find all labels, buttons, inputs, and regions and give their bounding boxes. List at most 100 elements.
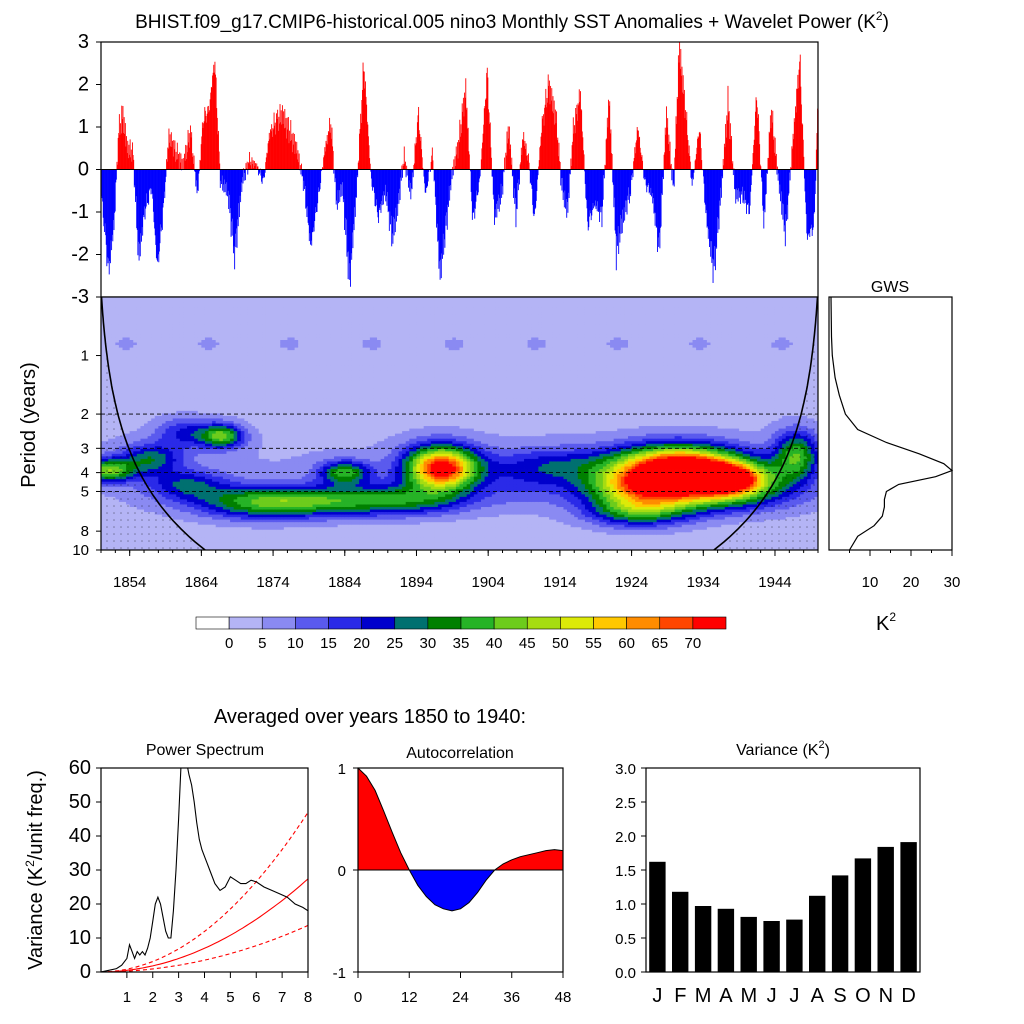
anomaly-bar bbox=[219, 169, 221, 188]
wavelet-power-cell bbox=[197, 532, 202, 536]
wavelet-power-cell bbox=[222, 481, 227, 485]
wavelet-power-cell bbox=[115, 365, 120, 369]
anomaly-bar bbox=[149, 169, 151, 188]
wavelet-power-cell bbox=[190, 390, 195, 394]
wavelet-power-cell bbox=[233, 304, 238, 308]
anomaly-bar bbox=[287, 117, 289, 170]
wavelet-power-cell bbox=[187, 388, 192, 392]
wavelet-power-cell bbox=[172, 476, 177, 480]
wavelet-power-cell bbox=[204, 524, 209, 528]
wavelet-power-cell bbox=[187, 471, 192, 475]
wavelet-power-cell bbox=[219, 519, 224, 523]
anomaly-bar bbox=[381, 169, 383, 202]
wavelet-power-cell bbox=[129, 334, 134, 338]
wavelet-power-cell bbox=[147, 453, 152, 457]
anomaly-bar bbox=[131, 161, 133, 170]
anomaly-bar bbox=[177, 159, 179, 170]
anomaly-bar bbox=[799, 61, 801, 170]
wavelet-power-cell bbox=[136, 304, 141, 308]
wavelet-power-cell bbox=[154, 309, 159, 313]
wavelet-power-cell bbox=[194, 461, 199, 465]
wavelet-power-cell bbox=[187, 324, 192, 328]
wavelet-power-cell bbox=[136, 352, 141, 356]
anomaly-bar bbox=[589, 169, 591, 211]
wavelet-power-cell bbox=[133, 410, 138, 414]
wavelet-power-cell bbox=[194, 395, 199, 399]
wavelet-power-cell bbox=[212, 517, 217, 521]
anomaly-bar bbox=[624, 169, 626, 201]
anomaly-bar bbox=[423, 169, 425, 177]
wavelet-power-cell bbox=[165, 302, 170, 305]
anomaly-bar bbox=[678, 62, 680, 170]
wavelet-power-cell bbox=[161, 314, 166, 318]
anomaly-bar bbox=[516, 169, 517, 209]
wavelet-power-cell bbox=[158, 309, 163, 313]
wavelet-power-cell bbox=[118, 337, 123, 341]
wavelet-power-cell bbox=[108, 342, 113, 346]
wavelet-power-cell bbox=[172, 433, 177, 437]
wavelet-power-cell bbox=[201, 529, 206, 533]
wavelet-power-cell bbox=[212, 544, 217, 548]
wavelet-power-cell bbox=[190, 524, 195, 528]
wavelet-power-cell bbox=[111, 372, 116, 376]
anomaly-bar bbox=[365, 96, 367, 170]
wavelet-power-cell bbox=[201, 441, 206, 445]
wavelet-power-cell bbox=[194, 466, 199, 470]
wavelet-power-cell bbox=[144, 438, 149, 442]
wavelet-power-cell bbox=[126, 297, 131, 300]
wavelet-power-cell bbox=[118, 372, 123, 376]
wavelet-power-cell bbox=[201, 539, 206, 543]
anomaly-bar bbox=[359, 133, 360, 170]
wavelet-power-cell bbox=[208, 355, 213, 359]
anomaly-bar bbox=[465, 78, 467, 170]
wavelet-power-cell bbox=[108, 309, 113, 313]
anomaly-bar bbox=[779, 169, 781, 185]
wavelet-power-cell bbox=[226, 431, 231, 435]
anomaly-bar bbox=[518, 169, 520, 180]
anomaly-bar bbox=[618, 169, 620, 234]
anomaly-bar bbox=[121, 119, 123, 170]
wavelet-power-cell bbox=[190, 370, 195, 374]
wavelet-power-cell bbox=[161, 403, 166, 407]
wavelet-power-cell bbox=[126, 307, 131, 311]
wavelet-power-cell bbox=[108, 312, 113, 316]
anomaly-bar bbox=[800, 86, 802, 170]
anomaly-bar bbox=[101, 169, 103, 199]
wavelet-power-cell bbox=[187, 496, 192, 500]
wavelet-power-cell bbox=[219, 418, 224, 422]
wavelet-power-cell bbox=[161, 342, 166, 346]
wavelet-power-cell bbox=[201, 542, 206, 546]
anomaly-bar bbox=[745, 169, 747, 204]
anomaly-bar bbox=[593, 169, 595, 206]
wavelet-power-cell bbox=[172, 395, 177, 399]
wavelet-power-cell bbox=[204, 501, 209, 505]
wavelet-power-cell bbox=[140, 433, 145, 437]
wavelet-power-cell bbox=[201, 448, 206, 452]
wavelet-power-cell bbox=[147, 365, 152, 369]
anomaly-bar bbox=[758, 131, 760, 170]
wavelet-power-cell bbox=[212, 420, 217, 424]
wavelet-power-cell bbox=[176, 307, 181, 311]
wavelet-power-cell bbox=[201, 519, 206, 523]
wavelet-power-cell bbox=[108, 357, 113, 361]
wavelet-power-cell bbox=[169, 337, 174, 341]
wavelet-power-cell bbox=[190, 375, 195, 379]
wavelet-power-cell bbox=[122, 390, 127, 394]
wavelet-power-cell bbox=[161, 393, 166, 397]
wavelet-power-cell bbox=[208, 537, 213, 541]
wavelet-power-cell bbox=[201, 522, 206, 526]
wavelet-power-cell bbox=[190, 319, 195, 323]
anomaly-bar bbox=[657, 169, 658, 252]
wavelet-power-cell bbox=[151, 383, 156, 386]
anomaly-bar bbox=[209, 99, 211, 170]
wavelet-power-cell bbox=[219, 469, 224, 472]
wavelet-power-cell bbox=[197, 314, 202, 318]
wavelet-power-cell bbox=[161, 372, 166, 376]
wavelet-power-cell bbox=[183, 352, 188, 356]
wavelet-power-cell bbox=[226, 479, 231, 483]
anomaly-bar bbox=[757, 117, 759, 170]
wavelet-power-cell bbox=[222, 307, 227, 311]
wavelet-power-cell bbox=[208, 413, 213, 417]
wavelet-power-cell bbox=[194, 357, 199, 361]
wavelet-power-cell bbox=[226, 297, 231, 300]
